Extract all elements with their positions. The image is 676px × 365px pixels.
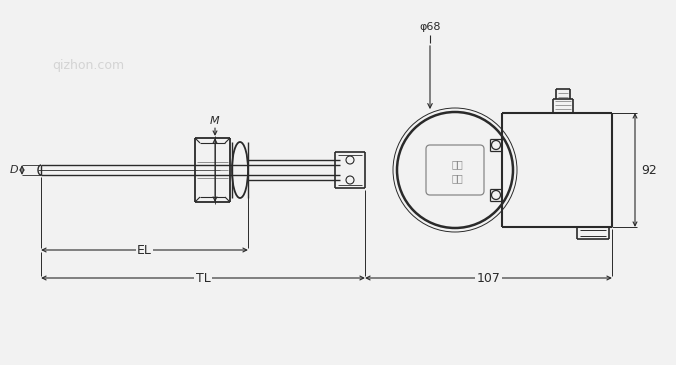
Text: 温度: 温度 (451, 159, 463, 169)
Text: qizhon.com: qizhon.com (52, 58, 124, 72)
Text: M: M (210, 116, 220, 126)
Text: 107: 107 (477, 272, 500, 284)
Text: TL: TL (195, 272, 210, 284)
Text: 92: 92 (641, 164, 657, 177)
Text: φ68: φ68 (419, 22, 441, 32)
Text: 传感: 传感 (451, 173, 463, 183)
Text: EL: EL (137, 243, 152, 257)
Text: D: D (9, 165, 18, 175)
